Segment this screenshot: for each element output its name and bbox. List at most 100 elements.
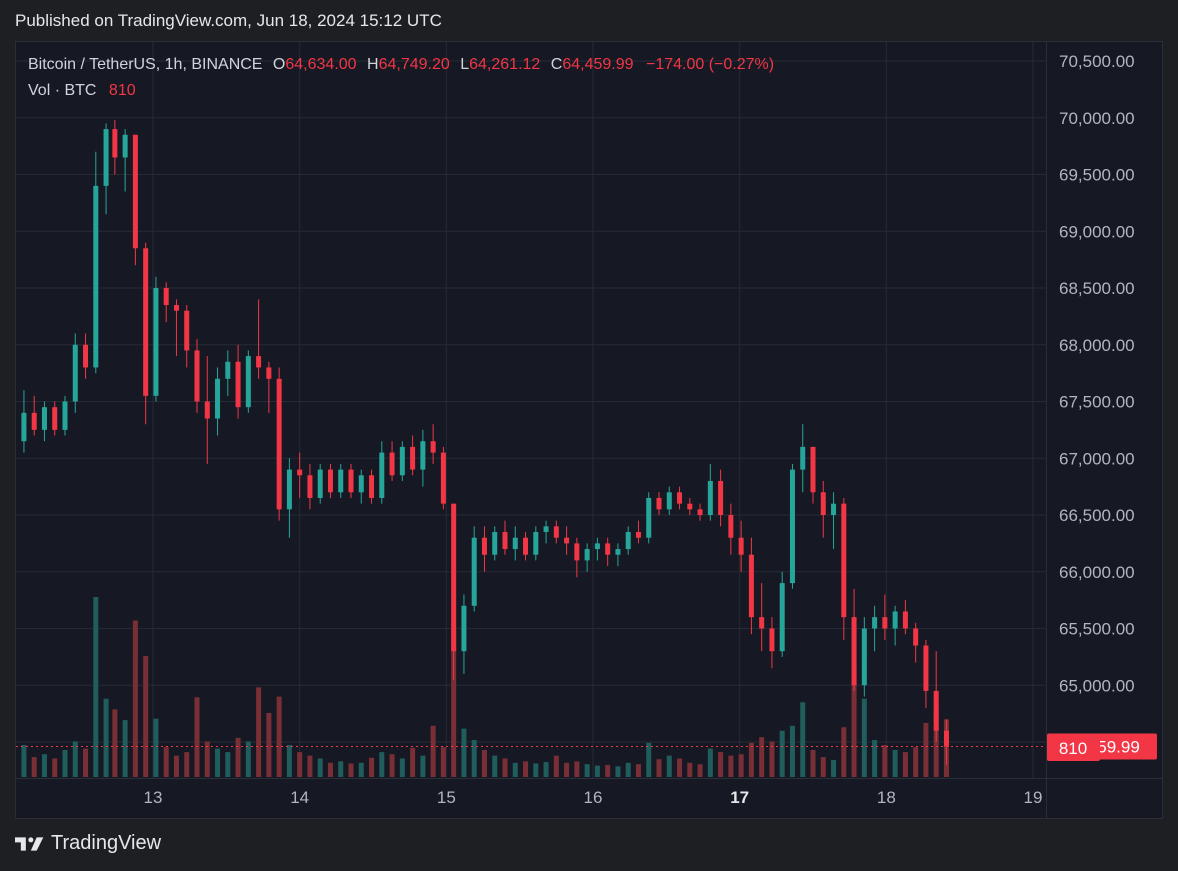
candle-body[interactable] bbox=[933, 690, 939, 731]
candle-body[interactable] bbox=[410, 446, 416, 470]
y-tick-label: 66,000.00 bbox=[1059, 563, 1135, 582]
candle-body[interactable] bbox=[687, 503, 693, 510]
candle-body[interactable] bbox=[923, 645, 929, 691]
candle-body[interactable] bbox=[492, 532, 498, 555]
candle-body[interactable] bbox=[512, 537, 518, 550]
candle-body[interactable] bbox=[461, 605, 467, 652]
candle-body[interactable] bbox=[266, 367, 272, 379]
candle-body[interactable] bbox=[831, 503, 837, 515]
candle-body[interactable] bbox=[256, 356, 262, 368]
candle-body[interactable] bbox=[656, 497, 662, 510]
candle-body[interactable] bbox=[892, 611, 898, 629]
candle-body[interactable] bbox=[235, 361, 241, 408]
candle-body[interactable] bbox=[103, 129, 109, 186]
candle-body[interactable] bbox=[379, 452, 385, 498]
candle-body[interactable] bbox=[553, 526, 559, 538]
candle-body[interactable] bbox=[841, 503, 847, 618]
candle-body[interactable] bbox=[851, 617, 857, 686]
candle-body[interactable] bbox=[83, 344, 89, 368]
candle-body[interactable] bbox=[225, 361, 231, 379]
candle-body[interactable] bbox=[943, 730, 949, 747]
candle-body[interactable] bbox=[72, 344, 78, 402]
candle-body[interactable] bbox=[759, 617, 765, 629]
candle-body[interactable] bbox=[204, 401, 210, 419]
candle-body[interactable] bbox=[52, 407, 58, 430]
candle-body[interactable] bbox=[62, 401, 68, 430]
candle-body[interactable] bbox=[21, 412, 27, 442]
candle-body[interactable] bbox=[646, 497, 652, 538]
candle-body[interactable] bbox=[913, 628, 919, 646]
candle-body[interactable] bbox=[143, 248, 149, 396]
candle-body[interactable] bbox=[348, 469, 354, 493]
candle-body[interactable] bbox=[471, 537, 477, 606]
candle-body[interactable] bbox=[31, 412, 37, 430]
candle-body[interactable] bbox=[358, 475, 364, 493]
candle-body[interactable] bbox=[666, 492, 672, 510]
candle-body[interactable] bbox=[286, 469, 292, 510]
candle-body[interactable] bbox=[389, 452, 395, 476]
candle-body[interactable] bbox=[882, 617, 888, 629]
candle-body[interactable] bbox=[93, 185, 99, 368]
candle-body[interactable] bbox=[861, 628, 867, 686]
candle-body[interactable] bbox=[800, 446, 806, 470]
candle-body[interactable] bbox=[194, 350, 200, 402]
candle-body[interactable] bbox=[307, 475, 313, 498]
candle-body[interactable] bbox=[297, 469, 303, 476]
candle-body[interactable] bbox=[41, 407, 47, 430]
volume-bar bbox=[481, 749, 487, 777]
volume-label[interactable]: Vol · BTC bbox=[28, 82, 97, 99]
candle-body[interactable] bbox=[574, 543, 580, 561]
candle-body[interactable] bbox=[430, 441, 436, 453]
candle-body[interactable] bbox=[451, 503, 457, 652]
candle-body[interactable] bbox=[420, 441, 426, 470]
candle-body[interactable] bbox=[317, 469, 323, 498]
candle-body[interactable] bbox=[153, 288, 159, 396]
candle-body[interactable] bbox=[594, 543, 600, 550]
candle-body[interactable] bbox=[338, 469, 344, 493]
candle-body[interactable] bbox=[697, 509, 703, 515]
candle-body[interactable] bbox=[163, 288, 169, 306]
candle-body[interactable] bbox=[748, 554, 754, 618]
candle-body[interactable] bbox=[810, 446, 816, 493]
candle-body[interactable] bbox=[481, 537, 487, 555]
candle-body[interactable] bbox=[625, 532, 631, 550]
candle-body[interactable] bbox=[369, 475, 375, 498]
candle-body[interactable] bbox=[112, 129, 118, 158]
candle-body[interactable] bbox=[564, 537, 570, 544]
chart-panel[interactable]: 70,500.00 70,000.00 69,500.00 69,000.00 68,5… bbox=[15, 41, 1163, 819]
candle-body[interactable] bbox=[605, 543, 611, 555]
symbol-label[interactable]: Bitcoin / TetherUS, 1h, BINANCE bbox=[28, 56, 263, 73]
candle-body[interactable] bbox=[584, 549, 590, 561]
volume-bar bbox=[256, 687, 262, 777]
candle-body[interactable] bbox=[184, 310, 190, 351]
candle-body[interactable] bbox=[779, 583, 785, 652]
volume-bar bbox=[656, 759, 662, 777]
chart-canvas[interactable]: 70,500.00 70,000.00 69,500.00 69,000.00 68,5… bbox=[16, 42, 1162, 818]
candle-body[interactable] bbox=[533, 532, 539, 555]
candle-body[interactable] bbox=[523, 537, 529, 555]
candle-body[interactable] bbox=[132, 134, 138, 249]
candle-body[interactable] bbox=[728, 515, 734, 538]
candle-body[interactable] bbox=[769, 628, 775, 652]
candle-body[interactable] bbox=[440, 452, 446, 504]
candle-body[interactable] bbox=[245, 356, 251, 408]
candle-body[interactable] bbox=[707, 480, 713, 515]
candle-body[interactable] bbox=[327, 469, 333, 493]
candle-body[interactable] bbox=[635, 532, 641, 538]
candle-body[interactable] bbox=[122, 134, 128, 158]
candle-body[interactable] bbox=[399, 446, 405, 476]
candle-body[interactable] bbox=[615, 549, 621, 555]
candle-body[interactable] bbox=[677, 492, 683, 504]
candle-body[interactable] bbox=[173, 305, 179, 311]
candle-body[interactable] bbox=[872, 617, 878, 629]
candle-body[interactable] bbox=[502, 532, 508, 550]
candle-body[interactable] bbox=[902, 611, 908, 629]
tradingview-footer[interactable]: TradingView bbox=[15, 832, 161, 855]
candle-body[interactable] bbox=[789, 469, 795, 584]
candle-body[interactable] bbox=[718, 480, 724, 515]
candle-body[interactable] bbox=[820, 492, 826, 515]
candle-body[interactable] bbox=[276, 378, 282, 510]
candle-body[interactable] bbox=[215, 378, 221, 419]
candle-body[interactable] bbox=[543, 526, 549, 533]
candle-body[interactable] bbox=[738, 537, 744, 555]
